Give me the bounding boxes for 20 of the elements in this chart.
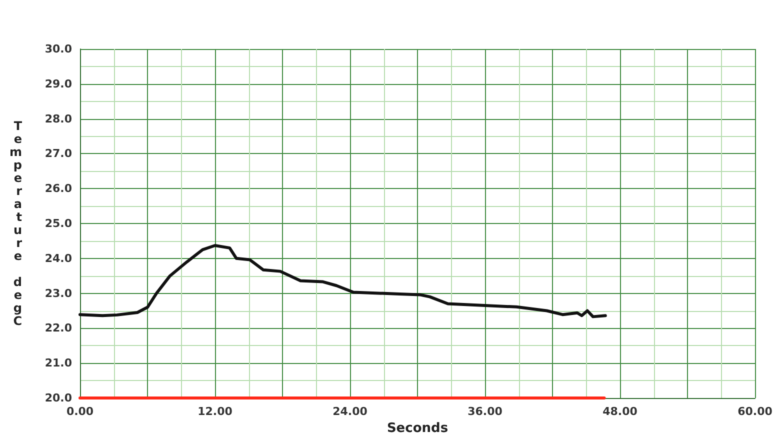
line-series xyxy=(78,244,607,318)
text: Temperature degC xyxy=(9,119,22,328)
x-tick-label: 60.00 xyxy=(738,405,773,418)
x-tick-label: 0.00 xyxy=(66,405,94,418)
x-tick-label: 48.00 xyxy=(602,405,638,418)
y-tick-label: 22.0 xyxy=(44,322,72,335)
y-tick-label: 23.0 xyxy=(44,286,72,300)
x-tick-label: 36.00 xyxy=(468,405,503,418)
y-tick-label: 26.0 xyxy=(44,182,72,196)
y-tick-label: 25.0 xyxy=(44,217,72,230)
x-tick-label: 24.00 xyxy=(332,405,368,418)
y-tick-label: 21.0 xyxy=(44,356,72,370)
x-tick-label: 12.00 xyxy=(198,405,233,418)
y-tick-label: 29.0 xyxy=(44,77,72,90)
y-tick-label: 20.0 xyxy=(44,392,72,404)
y-tick-label: 30.0 xyxy=(44,42,72,56)
x-axis-title: Seconds xyxy=(386,421,448,436)
y-tick-label: 28.0 xyxy=(44,112,72,126)
y-tick-label: 24.0 xyxy=(44,252,72,265)
y-tick-label: 27.0 xyxy=(44,147,72,160)
